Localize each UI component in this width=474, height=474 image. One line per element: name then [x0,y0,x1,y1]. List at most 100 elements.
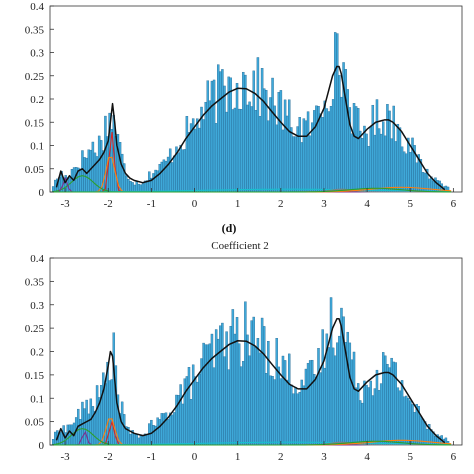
histogram-bar [118,142,122,193]
x-tick-label: -1 [147,198,156,210]
histogram-bar [379,383,383,446]
histogram-bar [327,111,331,193]
histogram-bar [273,379,276,446]
histogram-bar [371,395,375,446]
histogram-bar [108,380,111,446]
histogram-bar [239,366,243,446]
histogram-bar [327,347,331,446]
histogram-bar [336,33,339,193]
histogram-bar [104,383,107,446]
histogram-bar [421,172,425,193]
histogram-bar [225,331,228,446]
histogram-bar [405,153,408,193]
histogram-bar [166,419,170,446]
histogram-bar [217,338,220,446]
histogram-bar [208,100,212,193]
histogram-bar [187,367,191,446]
histogram-bar [89,398,93,446]
panel-top: 0 0.05 0.1 0.15 0.2 0.25 0.3 0.35 0.4 -3 -2 -1 0 1 2 3 4… [25,1,463,210]
histogram-bar [202,342,205,446]
histogram-bar [187,132,191,193]
histogram-bar [191,364,195,446]
histogram-bar [196,381,199,446]
histogram-bar [173,412,176,446]
x-tick-label: -2 [104,198,113,210]
histogram-bar [235,317,239,446]
histogram-bar [206,344,210,446]
histogram-bar [333,32,337,193]
histogram-bar [231,109,235,193]
histogram-bar [323,367,326,446]
x-tick-label: 4 [364,198,370,210]
histogram-bar [139,434,143,446]
histogram-bar [91,406,95,446]
y-tick-label: 0.1 [30,393,44,405]
histogram-bar [356,108,360,193]
histogram-bar [331,347,335,446]
histogram-bar [290,127,293,193]
histogram-bar [340,96,343,193]
histogram-bar [311,122,314,193]
histogram-bar [296,393,299,446]
histogram-bar [375,369,379,446]
fit-curve [55,65,446,191]
histogram-bar [361,402,364,446]
histogram-bar [300,142,304,193]
histogram-bar [271,376,274,446]
histogram-bar [248,101,251,193]
histogram-bar [367,146,370,193]
panel-label: (d) [222,221,237,235]
histogram-bar [394,141,398,193]
histogram-bar [93,410,97,446]
histogram-bar [68,424,72,446]
histogram-bar [168,148,172,193]
histogram-bar [411,137,414,193]
x-tick-label: -3 [61,451,71,463]
histogram-bar [363,125,366,193]
histogram-bar [131,182,134,193]
histogram-bar [298,392,301,446]
histogram-bar [354,106,358,193]
histogram-bar [323,100,326,193]
histogram-bar [336,342,339,446]
histogram-bar [392,105,395,193]
histogram-bar [210,80,214,193]
histogram-bar [425,428,429,446]
histogram-bar [250,320,253,446]
y-tick-label: 0 [39,440,45,452]
histogram-bar [85,157,88,193]
histogram-bar [198,373,201,446]
histogram-bar [210,333,214,446]
y-tick-label: 0.15 [25,117,45,129]
histogram-bar [152,173,155,193]
histogram-bar [267,341,270,446]
histogram-bar [367,387,370,446]
histogram-bar [204,101,207,193]
histogram-bar [135,181,138,193]
histogram-bar [162,159,166,193]
x-tick-label: 1 [235,451,241,463]
histogram-bar [183,149,187,193]
histogram-bar [97,135,101,193]
histogram-bar [283,360,287,446]
histogram-bar [244,74,247,193]
histogram-bar [402,151,406,193]
y-tick-label: 0.35 [25,24,45,36]
histogram-bar [384,355,387,446]
histogram-bar [331,99,335,193]
histogram-bar [279,378,283,446]
histogram-bar [313,110,316,193]
histogram-bar [181,149,184,193]
histogram-bar [359,130,362,193]
histogram-bar [382,352,385,446]
histogram-bar [363,380,366,446]
histogram-bar [283,99,287,193]
x-tick-label: 5 [407,451,413,463]
histogram-bar [373,388,377,446]
histogram-bar [338,335,341,446]
histogram-bar [254,346,258,446]
histogram-bar [365,384,368,446]
histogram-bar [200,106,203,193]
histogram-bar [390,138,393,193]
